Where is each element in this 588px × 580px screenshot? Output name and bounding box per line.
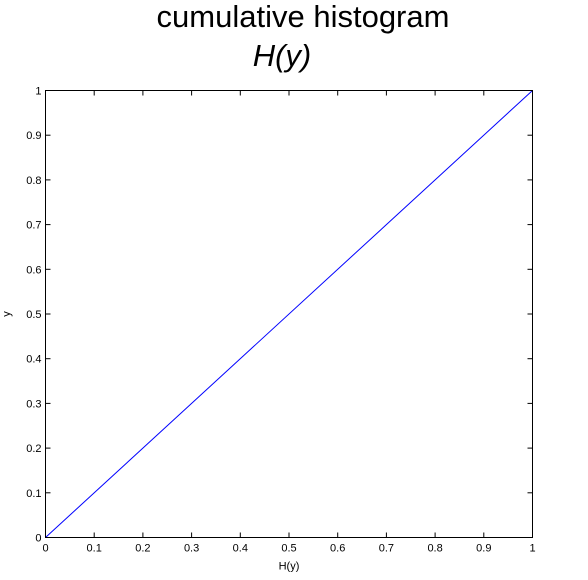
y-tick-label: 0.1 xyxy=(26,488,41,500)
x-tick-label: 0.8 xyxy=(427,543,442,555)
y-tick-label: 0.7 xyxy=(26,220,41,232)
plot-area-frame xyxy=(45,90,533,538)
x-tick-label: 0.3 xyxy=(184,543,199,555)
series-line xyxy=(45,90,533,538)
x-tick-label: 0.1 xyxy=(87,543,102,555)
x-axis-label: H(y) xyxy=(279,561,300,573)
x-tick-label: 0 xyxy=(42,543,48,555)
y-tick-label: 0.5 xyxy=(26,309,41,321)
x-tick-label: 0.5 xyxy=(281,543,296,555)
y-tick-label: 0.9 xyxy=(26,130,41,142)
y-tick-label: 0.4 xyxy=(26,354,41,366)
x-tick-label: 0.6 xyxy=(330,543,345,555)
x-tick-label: 0.9 xyxy=(476,543,491,555)
y-tick-label: 0.2 xyxy=(26,443,41,455)
x-tick-label: 1 xyxy=(529,543,535,555)
x-tick-label: 0.4 xyxy=(233,543,248,555)
x-tick-label: 0.7 xyxy=(379,543,394,555)
chart-subtitle: H(y) xyxy=(252,38,312,73)
series-layer xyxy=(45,90,533,538)
y-axis-label: y xyxy=(1,311,13,317)
y-tick-label: 0.8 xyxy=(26,175,41,187)
x-tick-label: 0.2 xyxy=(135,543,150,555)
x-tick-labels: 0 0.1 0.2 0.3 0.4 0.5 0.6 0.7 0.8 0.9 1 xyxy=(42,543,535,555)
y-tick-label: 0.3 xyxy=(26,398,41,410)
y-tick-label: 0 xyxy=(35,533,41,545)
y-tick-labels: 0 0.1 0.2 0.3 0.4 0.5 0.6 0.7 0.8 0.9 1 xyxy=(26,86,41,545)
chart-title: cumulative histogram xyxy=(156,0,450,34)
tick-marks xyxy=(45,90,533,538)
y-tick-label: 1 xyxy=(35,86,41,98)
y-tick-label: 0.6 xyxy=(26,264,41,276)
